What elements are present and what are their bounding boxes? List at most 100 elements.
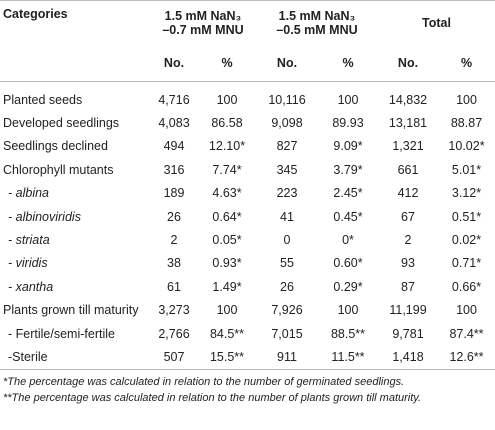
cell-value: 87.4** (449, 326, 484, 341)
cell-value: 0.66* (451, 279, 482, 294)
cell-value: 0.29* (333, 279, 363, 294)
row-label: - albina (8, 186, 49, 201)
cell-value: 10,116 (268, 92, 306, 107)
cell-value: 100 (216, 92, 238, 107)
group-header-line: –0.7 mM MNU (162, 23, 244, 37)
cell-value: 41 (280, 209, 294, 224)
cell-value: 100 (216, 303, 238, 318)
table-row: - striata 2 0.05* 0 0* 2 0.02* (0, 228, 495, 251)
cell-value: 15.5** (198, 345, 256, 370)
cell-value: 0.60* (333, 256, 363, 271)
cell-value: 2.45* (333, 186, 363, 201)
table-row: -Sterile 507 15.5** 911 11.5** 1,418 12.6** (0, 345, 495, 370)
group-header-line: Total (422, 16, 451, 30)
cell-value: 911 (256, 345, 318, 370)
cell-value: 7.74* (212, 162, 242, 177)
cell-value: 26 (280, 279, 294, 294)
cell-value: 345 (276, 162, 298, 177)
cell-value: 0 (283, 233, 291, 248)
cell-value: 89.93 (332, 116, 364, 131)
cell-value: 0.51* (451, 209, 482, 224)
cell-value: 9,098 (271, 116, 303, 131)
cell-value: 1,418 (378, 345, 438, 370)
cell-value: 0.05* (212, 233, 242, 248)
table-row: Plants grown till maturity 3,273 100 7,926 1… (0, 299, 495, 322)
cell-value: 2 (404, 233, 412, 248)
cell-value: 2,766 (158, 326, 190, 341)
table-head: Categories 1.5 mM NaN₃ –0.7 mM MNU 1.5 mM … (0, 0, 495, 82)
cell-value: 189 (163, 186, 185, 201)
cell-value: 26 (167, 209, 181, 224)
cell-value: 67 (401, 209, 415, 224)
group-row: Categories 1.5 mM NaN₃ –0.7 mM MNU 1.5 mM … (0, 0, 495, 82)
cell-value: 661 (397, 162, 419, 177)
row-label: Planted seeds (3, 92, 83, 107)
cell-value: 1,321 (392, 139, 424, 154)
data-table: Categories 1.5 mM NaN₃ –0.7 mM MNU 1.5 mM … (0, 0, 495, 370)
row-label: Developed seedlings (3, 116, 120, 131)
cell-value: 100 (456, 303, 477, 318)
cell-value: 10.02* (448, 139, 485, 154)
cell-value: 0.93* (212, 256, 242, 271)
cell-value: 0.02* (451, 233, 482, 248)
cell-value: 93 (401, 256, 415, 271)
cell-value: 100 (337, 303, 359, 318)
subheader: No. (150, 45, 198, 82)
group-header: 1.5 mM NaN₃ –0.7 mM MNU (150, 0, 256, 45)
cell-value: 88.5** (330, 326, 366, 341)
cell-value: 100 (456, 92, 477, 107)
cell-value: 5.01* (451, 162, 482, 177)
group-header: Total (378, 0, 495, 45)
group-header-line: 1.5 mM NaN₃ (278, 9, 356, 23)
footnote: **The percentage was calculated in relat… (3, 391, 422, 404)
group-header-line: –0.5 mM MNU (276, 23, 358, 37)
cell-value: 14,832 (388, 92, 428, 107)
table-row: Planted seeds 4,716 100 10,116 100 14,832 100 (0, 82, 495, 112)
cell-value: 3.12* (451, 186, 482, 201)
cell-value: 0* (342, 233, 354, 248)
cell-value: 55 (280, 256, 294, 271)
cell-value: 4,083 (158, 116, 190, 131)
table-row: - xantha 61 1.49* 26 0.29* 87 0.66* (0, 275, 495, 298)
row-label: - Fertile/semi-fertile (8, 326, 115, 341)
cell-value: 0.64* (212, 209, 242, 224)
cell-value: 84.5** (209, 326, 245, 341)
cell-value: 100 (337, 92, 359, 107)
cell-value: 3.79* (333, 162, 363, 177)
cell-value: 2 (170, 233, 178, 248)
table-body: Planted seeds 4,716 100 10,116 100 14,832 100 D… (0, 82, 495, 370)
cell-value: 3,273 (158, 303, 190, 318)
row-label: - albinoviridis (8, 209, 81, 224)
row-label: Chlorophyll mutants (3, 162, 114, 177)
row-label: -Sterile (0, 345, 150, 370)
cell-value: 7,926 (271, 303, 303, 318)
table-row: Seedlings declined 494 12.10* 827 9.09* 1,321… (0, 135, 495, 158)
cell-value: 9.09* (333, 139, 363, 154)
cell-value: 507 (150, 345, 198, 370)
cell-value: 4.63* (212, 186, 242, 201)
table-row: Developed seedlings 4,083 86.58 9,098 89.93 1… (0, 111, 495, 134)
group-header-line: 1.5 mM NaN₃ (164, 9, 242, 23)
cell-value: 0.45* (333, 209, 363, 224)
row-label: - striata (8, 233, 50, 248)
cell-value: 0.71* (451, 256, 482, 271)
cell-value: 11.5** (318, 345, 378, 370)
cell-value: 494 (163, 139, 185, 154)
cell-value: 223 (276, 186, 298, 201)
subheader: % (438, 45, 495, 82)
row-label: Plants grown till maturity (3, 303, 139, 318)
table-row: Chlorophyll mutants 316 7.74* 345 3.79* 661 5.… (0, 158, 495, 181)
cell-value: 38 (167, 256, 181, 271)
cell-value: 412 (397, 186, 419, 201)
table-row: - albina 189 4.63* 223 2.45* 412 3.12* (0, 182, 495, 205)
cell-value: 11,199 (389, 303, 427, 318)
cell-value: 4,716 (158, 92, 190, 107)
cell-value: 827 (276, 139, 298, 154)
cell-value: 13,181 (388, 116, 428, 131)
footnote: *The percentage was calculated in relati… (3, 375, 405, 388)
subheader: % (198, 45, 256, 82)
subheader: % (318, 45, 378, 82)
subheader: No. (256, 45, 318, 82)
cell-value: 88.87 (450, 116, 483, 131)
